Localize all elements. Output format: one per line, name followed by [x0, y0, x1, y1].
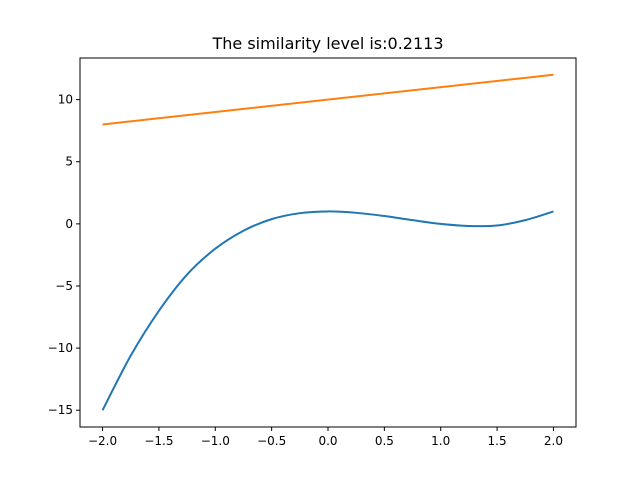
x-tick-label: −1.5 [144, 434, 173, 448]
chart-title: The similarity level is:0.2113 [211, 34, 443, 53]
x-tick-label: 2.0 [544, 434, 563, 448]
x-tick-label: 0.0 [318, 434, 337, 448]
y-tick-label: 5 [65, 155, 73, 169]
series-layer [101, 73, 554, 411]
x-tick-label: 1.5 [488, 434, 507, 448]
x-tick-label: 1.0 [431, 434, 450, 448]
y-tick-label: 0 [65, 217, 73, 231]
y-tick-label: 10 [58, 93, 73, 107]
y-tick-label: −10 [48, 341, 73, 355]
y-tick-label: −15 [48, 403, 73, 417]
x-tick-label: 0.5 [375, 434, 394, 448]
series-line-2 [102, 73, 554, 126]
y-tick-label: −5 [55, 279, 73, 293]
x-axis: −2.0 −1.5 −1.0 −0.5 0.0 0.5 1.0 1.5 2.0 [88, 427, 563, 448]
series-line-1 [101, 210, 554, 411]
x-tick-label: −1.0 [201, 434, 230, 448]
x-tick-label: −2.0 [88, 434, 117, 448]
x-tick-label: −0.5 [257, 434, 286, 448]
y-axis: −15 −10 −5 0 5 10 [48, 93, 80, 417]
